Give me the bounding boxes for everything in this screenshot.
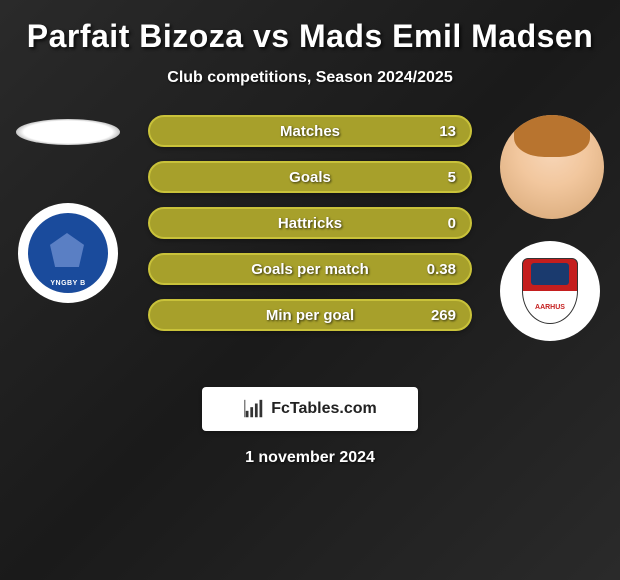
- snapshot-date: 1 november 2024: [10, 449, 610, 467]
- stat-row-goals: Goals 5: [148, 161, 472, 193]
- stat-row-hattricks: Hattricks 0: [148, 207, 472, 239]
- stat-row-mpg: Min per goal 269: [148, 299, 472, 331]
- stat-value-right: 5: [448, 169, 456, 186]
- stat-value-right: 0.38: [427, 261, 456, 278]
- stat-value-right: 13: [439, 123, 456, 140]
- stat-value-right: 269: [431, 307, 456, 324]
- page-title: Parfait Bizoza vs Mads Emil Madsen: [10, 18, 610, 55]
- player-left-column: YNGBY B: [16, 115, 120, 303]
- club-right-text: AARHUS: [535, 304, 565, 311]
- player-left-photo: [16, 119, 120, 145]
- stat-label: Goals: [150, 169, 470, 186]
- club-logo-right-shield: AARHUS: [522, 258, 578, 324]
- stat-value-right: 0: [448, 215, 456, 232]
- bar-chart-icon: [243, 398, 265, 420]
- stat-label: Hattricks: [150, 215, 470, 232]
- stat-bars: Matches 13 Goals 5 Hattricks 0 Goals per…: [148, 115, 472, 345]
- club-left-text: YNGBY B: [50, 280, 85, 287]
- club-logo-left-badge: YNGBY B: [28, 213, 108, 293]
- source-badge: FcTables.com: [202, 387, 418, 431]
- source-label: FcTables.com: [271, 400, 377, 418]
- player-right-column: AARHUS: [500, 115, 604, 341]
- club-logo-right: AARHUS: [500, 241, 600, 341]
- stat-row-matches: Matches 13: [148, 115, 472, 147]
- stat-label: Goals per match: [150, 261, 470, 278]
- club-logo-left: YNGBY B: [18, 203, 118, 303]
- stat-label: Min per goal: [150, 307, 470, 324]
- stat-row-gpm: Goals per match 0.38: [148, 253, 472, 285]
- player-right-photo: [500, 115, 604, 219]
- stat-label: Matches: [150, 123, 470, 140]
- root: Parfait Bizoza vs Mads Emil Madsen Club …: [0, 0, 620, 485]
- season-subtitle: Club competitions, Season 2024/2025: [10, 69, 610, 87]
- comparison-area: YNGBY B AARHUS Matches 13 Goals 5 Hatt: [10, 115, 610, 375]
